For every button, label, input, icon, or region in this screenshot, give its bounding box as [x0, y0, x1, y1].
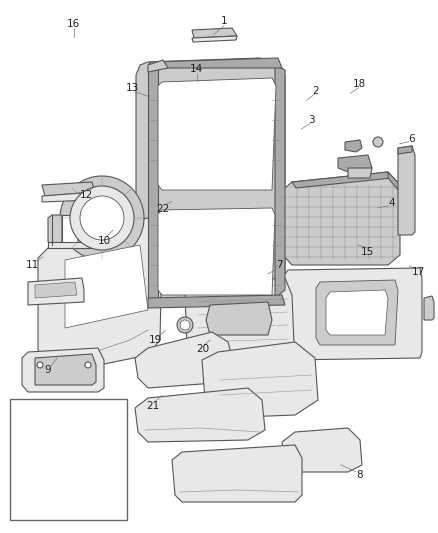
Polygon shape	[158, 208, 275, 295]
Text: 17: 17	[412, 267, 425, 277]
Text: 20: 20	[196, 344, 209, 354]
Polygon shape	[78, 215, 92, 245]
Circle shape	[60, 176, 144, 260]
Circle shape	[180, 320, 190, 330]
Polygon shape	[42, 182, 95, 196]
Text: 12: 12	[80, 190, 93, 199]
Polygon shape	[35, 282, 77, 298]
Polygon shape	[38, 218, 162, 370]
Text: 1: 1	[221, 17, 228, 26]
Polygon shape	[348, 168, 372, 178]
Text: 22: 22	[156, 204, 170, 214]
Polygon shape	[148, 295, 285, 308]
Text: 21: 21	[146, 401, 159, 411]
Polygon shape	[22, 348, 104, 392]
Polygon shape	[148, 58, 282, 68]
Text: 7: 7	[276, 261, 283, 270]
Polygon shape	[292, 172, 392, 188]
Text: 8: 8	[356, 471, 363, 480]
Circle shape	[70, 186, 134, 250]
Text: 10: 10	[98, 236, 111, 246]
Text: 9: 9	[45, 366, 52, 375]
Polygon shape	[280, 172, 400, 265]
Text: 6: 6	[408, 134, 415, 143]
Polygon shape	[62, 215, 78, 245]
Polygon shape	[202, 342, 318, 418]
Polygon shape	[275, 65, 285, 298]
Polygon shape	[192, 28, 237, 38]
Text: 14: 14	[190, 64, 203, 74]
Polygon shape	[148, 68, 158, 300]
Text: 19: 19	[149, 335, 162, 345]
Text: 16: 16	[67, 19, 80, 29]
Circle shape	[177, 317, 193, 333]
Text: 11: 11	[26, 260, 39, 270]
Circle shape	[373, 137, 383, 147]
Text: 18: 18	[353, 79, 366, 89]
Polygon shape	[398, 146, 412, 154]
Circle shape	[85, 362, 91, 368]
Polygon shape	[28, 278, 84, 305]
Polygon shape	[148, 60, 168, 72]
Text: 4: 4	[389, 198, 396, 207]
Polygon shape	[42, 192, 95, 202]
Polygon shape	[136, 58, 285, 305]
Polygon shape	[192, 36, 237, 42]
Polygon shape	[316, 280, 398, 345]
Bar	[10, 399, 127, 520]
Polygon shape	[388, 172, 400, 192]
Polygon shape	[398, 146, 415, 235]
Polygon shape	[65, 245, 148, 328]
Polygon shape	[282, 268, 422, 360]
Polygon shape	[158, 78, 276, 190]
Polygon shape	[172, 445, 302, 502]
Polygon shape	[135, 388, 265, 442]
Polygon shape	[338, 155, 372, 172]
Polygon shape	[326, 290, 388, 335]
Circle shape	[37, 362, 43, 368]
Polygon shape	[424, 296, 434, 320]
Polygon shape	[135, 332, 235, 388]
Polygon shape	[206, 302, 272, 335]
Text: 3: 3	[307, 115, 314, 125]
Text: 15: 15	[361, 247, 374, 256]
Polygon shape	[282, 428, 362, 472]
Polygon shape	[185, 278, 295, 382]
Polygon shape	[35, 354, 96, 385]
Circle shape	[80, 196, 124, 240]
Polygon shape	[345, 140, 362, 152]
Polygon shape	[48, 215, 62, 245]
Text: 13: 13	[126, 83, 139, 93]
Text: 2: 2	[312, 86, 319, 95]
Polygon shape	[48, 242, 92, 248]
